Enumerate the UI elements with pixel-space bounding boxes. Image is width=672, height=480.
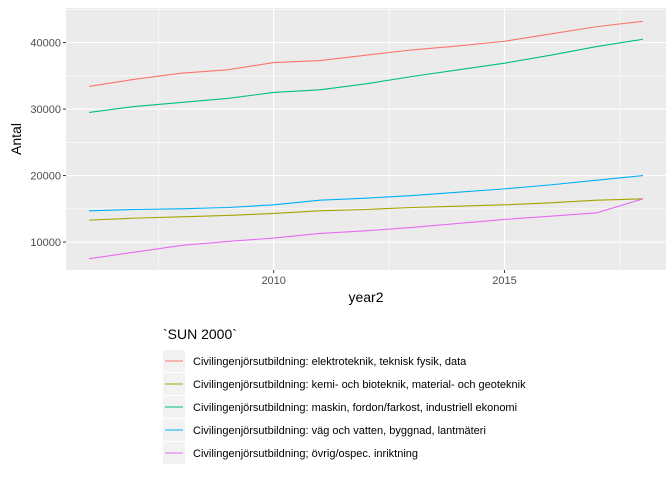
series-lines [88,20,644,260]
y-tick-label: 20000 [30,171,61,183]
series-line-1 [88,20,643,88]
major-gridlines [66,8,666,270]
series-line-4 [89,175,643,212]
legend-item: Civilingenjörsutbildning: elektroteknik,… [163,350,467,372]
legend-item: Civilingenjörsutbildning; övrig/ospec. i… [163,442,418,464]
legend-title: `SUN 2000` [163,326,237,342]
series-line-5 [89,198,644,260]
x-axis-title: year2 [348,289,383,305]
y-tick-labels: 10000 20000 30000 40000 [30,38,61,249]
legend: `SUN 2000` Civilingenjörsutbildning: ele… [163,326,526,464]
series-line-3 [89,38,644,113]
legend-label: Civilingenjörsutbildning: väg och vatten… [193,425,486,437]
plot-panel [66,8,666,270]
legend-label: Civilingenjörsutbildning: elektroteknik,… [193,356,467,368]
legend-items: Civilingenjörsutbildning: elektroteknik,… [163,350,526,464]
y-tick-label: 10000 [30,237,61,249]
y-axis-title: Antal [8,123,24,155]
legend-label: Civilingenjörsutbildning: kemi- och biot… [193,379,526,391]
legend-item: Civilingenjörsutbildning: maskin, fordon… [163,396,517,418]
series-line-2 [89,198,643,221]
y-tick-label: 40000 [30,38,61,50]
x-tick-label: 2015 [492,275,516,287]
x-tick-label: 2010 [261,275,285,287]
legend-label: Civilingenjörsutbildning; övrig/ospec. i… [193,448,418,460]
legend-item: Civilingenjörsutbildning: kemi- och biot… [163,373,526,395]
y-tick-label: 30000 [30,104,61,116]
axis-ticks [63,42,505,273]
legend-label: Civilingenjörsutbildning: maskin, fordon… [193,402,517,414]
x-tick-labels: 2010 2015 [261,275,516,287]
legend-item: Civilingenjörsutbildning: väg och vatten… [163,419,486,441]
